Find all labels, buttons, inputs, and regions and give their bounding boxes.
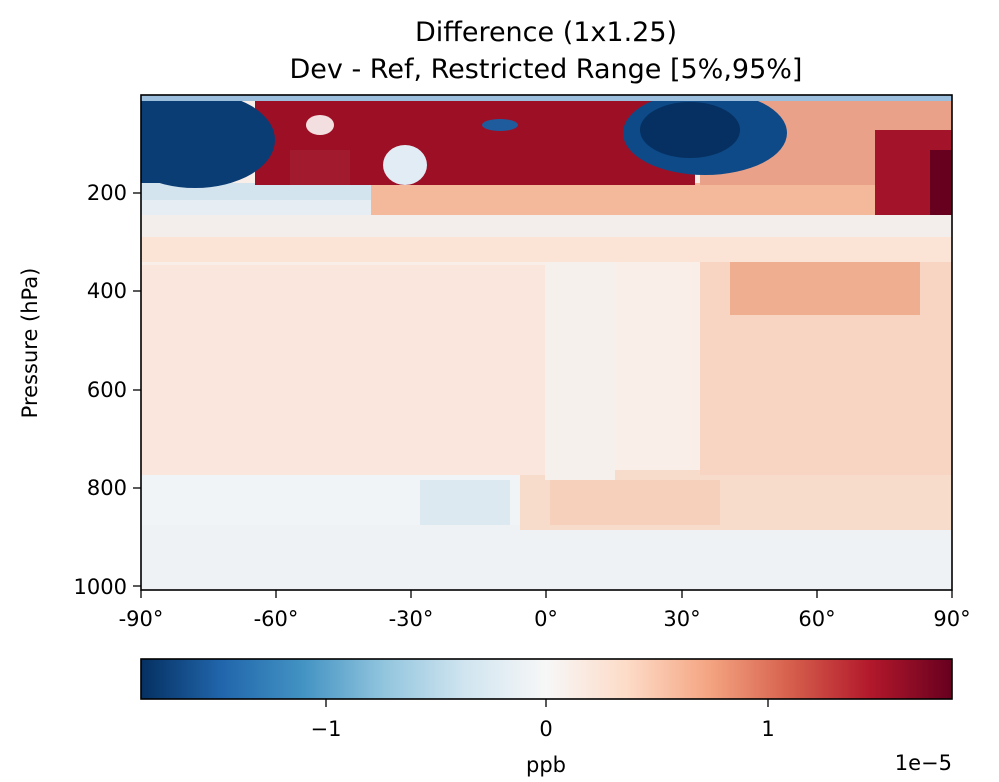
heatmap-region-blue-north-core bbox=[640, 102, 740, 158]
heatmap-region-white-spot-2 bbox=[383, 145, 427, 185]
y-tick-label-800: 800 bbox=[87, 476, 127, 500]
heatmap-region-band-250 bbox=[141, 215, 952, 237]
heatmap-region-equator-column bbox=[545, 250, 615, 480]
heatmap-region-red-northpole-core bbox=[930, 150, 952, 215]
heatmap-region-top-edge bbox=[141, 95, 952, 101]
heatmap-region-red-south-lobe bbox=[290, 150, 350, 185]
x-tick-label-neg60: -60° bbox=[254, 607, 299, 631]
y-tick-label-200: 200 bbox=[87, 181, 127, 205]
chart-title-line2: Dev - Ref, Restricted Range [5%,95%] bbox=[290, 54, 803, 85]
heatmap-region-mid-north-strong bbox=[730, 255, 920, 315]
x-tick-label-90: 90° bbox=[933, 607, 970, 631]
colorbar-tick-label-neg1: −1 bbox=[311, 717, 342, 741]
heatmap-region-near-surface bbox=[141, 525, 952, 590]
heatmap-region-white-spot-3 bbox=[482, 119, 518, 131]
chart-title-line1: Difference (1x1.25) bbox=[415, 17, 677, 48]
x-tick-label-neg90: -90° bbox=[119, 607, 164, 631]
x-tick-label-60: 60° bbox=[798, 607, 835, 631]
colorbar-tick-label-0: 0 bbox=[539, 717, 552, 741]
x-axis: -90° -60° -30° 0° 30° 60° 90° bbox=[119, 590, 971, 631]
heatmap-region-band-270 bbox=[141, 237, 952, 262]
heatmap-region-blue-south-corner bbox=[141, 95, 231, 183]
y-axis: 200 400 600 800 1000 Pressure (hPa) bbox=[18, 181, 141, 599]
colorbar-gradient bbox=[140, 658, 953, 700]
y-tick-label-1000: 1000 bbox=[74, 575, 127, 599]
heatmap-region-white-spot-1 bbox=[306, 115, 334, 135]
heatmap-region-band-215-south bbox=[141, 200, 371, 215]
y-tick-label-600: 600 bbox=[87, 378, 127, 402]
colorbar-tick-label-1: 1 bbox=[761, 717, 774, 741]
x-tick-label-30: 30° bbox=[663, 607, 700, 631]
heatmap-region-blue-patch bbox=[420, 480, 510, 525]
x-tick-label-0: 0° bbox=[534, 607, 558, 631]
colorbar-label: ppb bbox=[526, 753, 566, 777]
y-axis-label: Pressure (hPa) bbox=[18, 268, 42, 419]
colorbar-multiplier: 1e−5 bbox=[895, 751, 952, 775]
heatmap-region-mid-south bbox=[141, 265, 591, 475]
y-tick-label-400: 400 bbox=[87, 279, 127, 303]
heatmap-region-lower-north-strong bbox=[550, 480, 720, 525]
colorbar: −1 0 1 ppb 1e−5 bbox=[140, 658, 953, 777]
heatmap bbox=[141, 95, 952, 590]
x-tick-label-neg30: -30° bbox=[389, 607, 434, 631]
